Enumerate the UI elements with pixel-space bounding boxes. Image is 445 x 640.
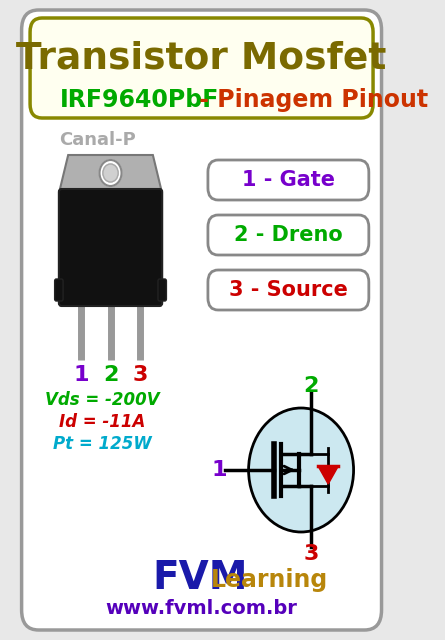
Text: Pt = 125W: Pt = 125W (53, 435, 151, 453)
Text: IRF9640PbF: IRF9640PbF (60, 88, 219, 112)
Text: 1: 1 (73, 365, 89, 385)
FancyBboxPatch shape (208, 215, 369, 255)
Text: Canal-P: Canal-P (60, 131, 136, 149)
FancyBboxPatch shape (208, 160, 369, 200)
Circle shape (103, 164, 118, 182)
Text: 3 - Source: 3 - Source (229, 280, 348, 300)
Text: 1: 1 (211, 460, 227, 480)
Text: 3: 3 (303, 544, 319, 564)
Text: - Pinagem Pinout: - Pinagem Pinout (191, 88, 428, 112)
FancyBboxPatch shape (208, 270, 369, 310)
Polygon shape (318, 466, 338, 484)
Text: 3: 3 (133, 365, 148, 385)
Polygon shape (60, 155, 162, 190)
Text: 2 - Dreno: 2 - Dreno (234, 225, 343, 245)
Text: www.fvml.com.br: www.fvml.com.br (105, 598, 297, 618)
Text: 2: 2 (103, 365, 118, 385)
Circle shape (249, 408, 354, 532)
FancyBboxPatch shape (158, 279, 166, 301)
Text: 2: 2 (303, 376, 319, 396)
FancyBboxPatch shape (59, 189, 162, 306)
Text: Vds = -200V: Vds = -200V (45, 391, 159, 409)
Text: Learning: Learning (210, 568, 328, 592)
Text: 1 - Gate: 1 - Gate (242, 170, 335, 190)
FancyBboxPatch shape (30, 18, 373, 118)
FancyBboxPatch shape (22, 10, 381, 630)
Text: FVM: FVM (153, 559, 248, 597)
Circle shape (100, 160, 121, 186)
Text: Transistor Mosfet: Transistor Mosfet (16, 40, 386, 76)
FancyBboxPatch shape (55, 279, 63, 301)
Text: Id = -11A: Id = -11A (59, 413, 145, 431)
